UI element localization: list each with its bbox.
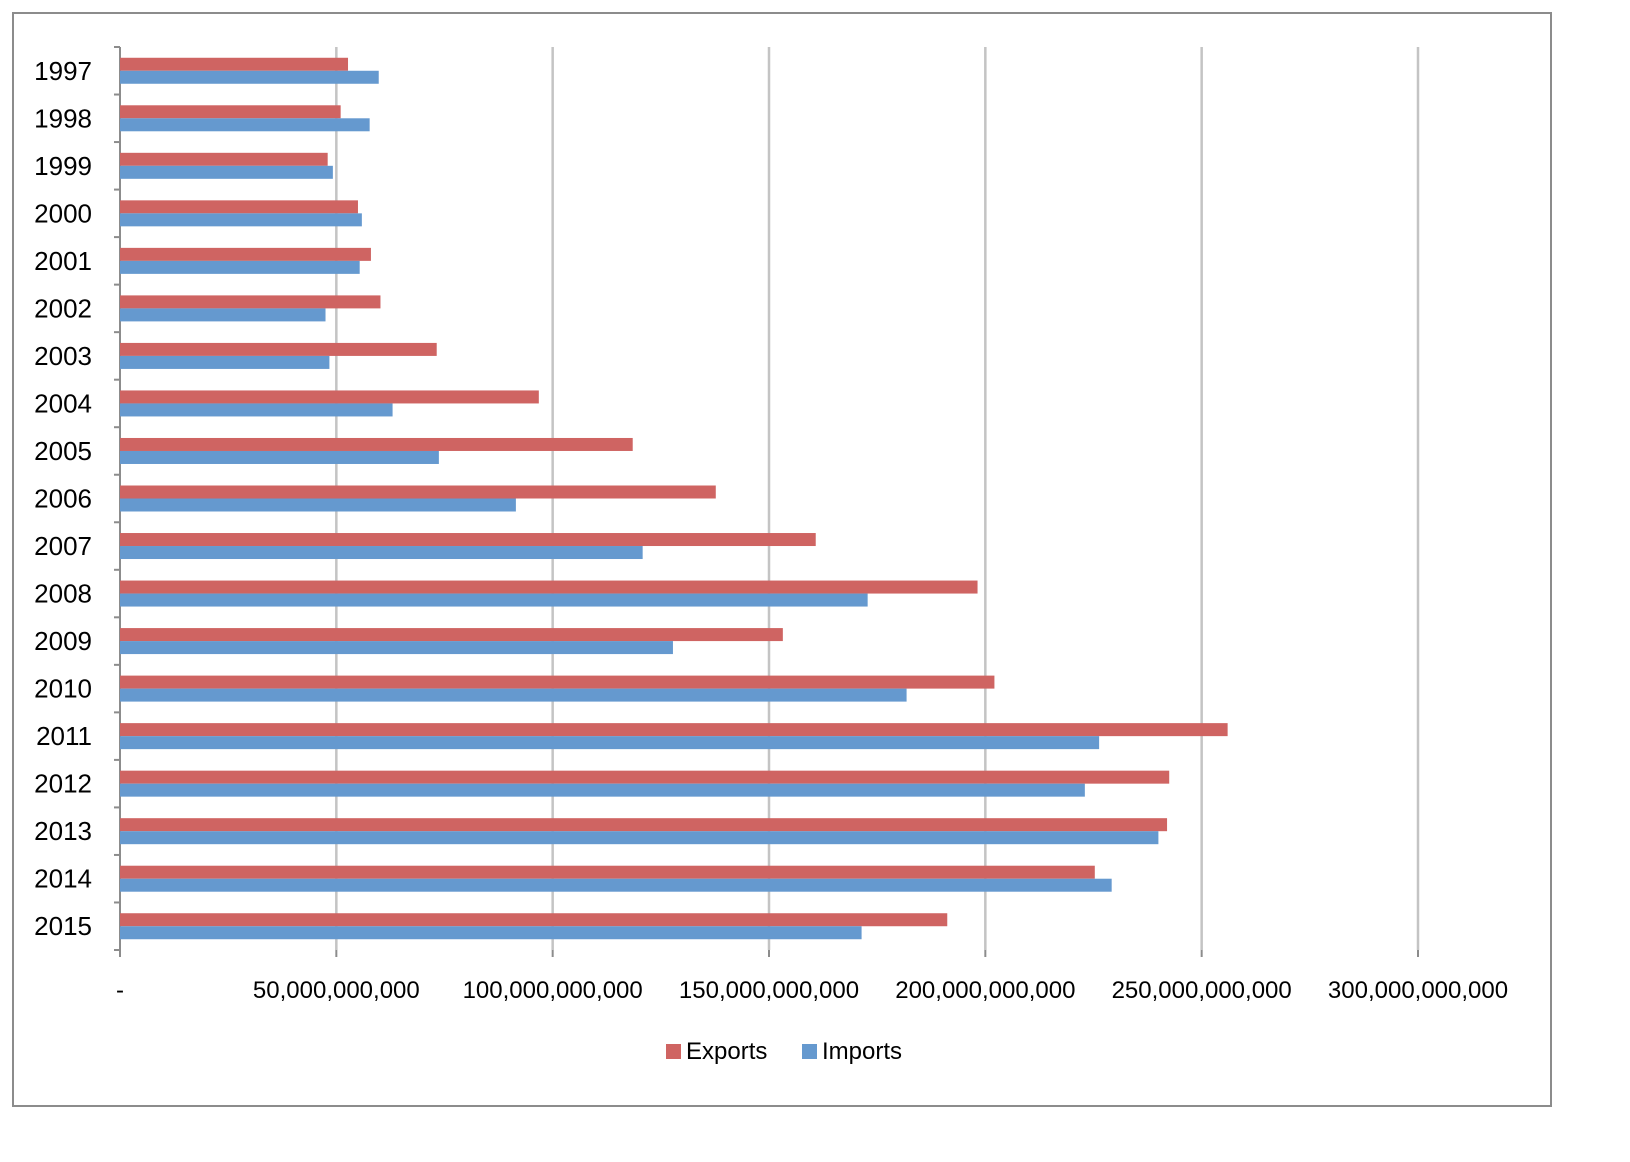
y-tick-label: 2003 bbox=[34, 341, 92, 371]
y-tick-label: 2007 bbox=[34, 531, 92, 561]
bar-exports-2009 bbox=[120, 628, 783, 642]
bar-exports-2002 bbox=[120, 295, 381, 309]
bar-imports-2006 bbox=[120, 498, 516, 512]
bar-exports-2012 bbox=[120, 770, 1170, 784]
bar-imports-2001 bbox=[120, 260, 360, 274]
y-tick-label: 1997 bbox=[34, 56, 92, 86]
bar-imports-2013 bbox=[120, 831, 1159, 845]
legend-label-imports: Imports bbox=[822, 1038, 902, 1065]
bar-imports-2000 bbox=[120, 213, 362, 227]
y-tick-label: 2009 bbox=[34, 626, 92, 656]
bar-exports-2000 bbox=[120, 200, 358, 214]
bar-exports-1997 bbox=[120, 57, 349, 71]
bar-exports-2007 bbox=[120, 533, 816, 547]
y-tick-label: 2000 bbox=[34, 198, 92, 228]
bar-exports-2005 bbox=[120, 437, 633, 451]
bar-imports-2014 bbox=[120, 878, 1112, 892]
bar-imports-2011 bbox=[120, 736, 1100, 750]
y-tick-label: 2006 bbox=[34, 484, 92, 514]
x-tick-label: 200,000,000,000 bbox=[895, 977, 1075, 1004]
x-tick-label: - bbox=[116, 977, 124, 1004]
bar-imports-2008 bbox=[120, 593, 868, 607]
bar-exports-2011 bbox=[120, 723, 1228, 737]
bar-exports-2015 bbox=[120, 913, 948, 927]
bar-exports-2001 bbox=[120, 247, 371, 261]
bar-exports-2010 bbox=[120, 675, 995, 689]
x-tick-label: 300,000,000,000 bbox=[1328, 977, 1508, 1004]
bar-imports-2010 bbox=[120, 688, 907, 702]
legend-label-exports: Exports bbox=[686, 1038, 767, 1065]
bar-exports-2008 bbox=[120, 580, 978, 594]
y-tick-label: 2001 bbox=[34, 246, 92, 276]
bar-imports-2007 bbox=[120, 546, 643, 560]
x-tick-label: 100,000,000,000 bbox=[463, 977, 643, 1004]
y-tick-label: 1998 bbox=[34, 103, 92, 133]
legend-swatch-imports bbox=[802, 1044, 817, 1059]
bar-imports-2003 bbox=[120, 355, 330, 369]
bar-exports-2004 bbox=[120, 390, 539, 404]
bar-exports-1999 bbox=[120, 152, 328, 166]
bar-exports-2006 bbox=[120, 485, 716, 499]
bar-imports-2004 bbox=[120, 403, 393, 417]
x-tick-label: 150,000,000,000 bbox=[679, 977, 859, 1004]
y-tick-label: 2015 bbox=[34, 911, 92, 941]
bar-imports-2005 bbox=[120, 450, 439, 464]
bar-imports-2015 bbox=[120, 926, 862, 940]
x-tick-label: 50,000,000,000 bbox=[253, 977, 420, 1004]
bar-exports-1998 bbox=[120, 105, 341, 119]
bar-exports-2003 bbox=[120, 342, 437, 356]
y-tick-label: 2004 bbox=[34, 388, 92, 418]
y-tick-label: 2012 bbox=[34, 769, 92, 799]
y-tick-label: 2008 bbox=[34, 579, 92, 609]
bar-imports-1998 bbox=[120, 118, 370, 132]
bar-exports-2014 bbox=[120, 865, 1095, 879]
y-tick-label: 2005 bbox=[34, 436, 92, 466]
bar-exports-2013 bbox=[120, 818, 1168, 832]
y-tick-label: 2010 bbox=[34, 674, 92, 704]
y-tick-label: 1999 bbox=[34, 151, 92, 181]
y-tick-label: 2011 bbox=[36, 721, 92, 751]
bar-imports-1999 bbox=[120, 165, 333, 179]
bar-imports-1997 bbox=[120, 70, 379, 84]
legend-swatch-exports bbox=[666, 1044, 681, 1059]
y-tick-label: 2014 bbox=[34, 864, 92, 894]
bar-imports-2002 bbox=[120, 308, 326, 322]
y-tick-label: 2013 bbox=[34, 816, 92, 846]
y-tick-label: 2002 bbox=[34, 293, 92, 323]
bar-imports-2009 bbox=[120, 641, 673, 655]
x-tick-label: 250,000,000,000 bbox=[1112, 977, 1292, 1004]
bar-imports-2012 bbox=[120, 783, 1085, 797]
